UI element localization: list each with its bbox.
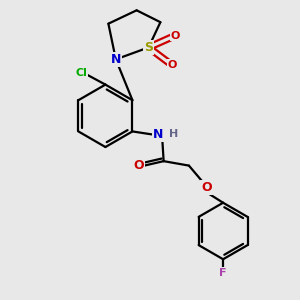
Text: N: N [153,128,164,141]
Text: Cl: Cl [76,68,88,78]
Text: O: O [134,159,144,172]
Text: S: S [144,41,153,54]
Text: O: O [201,182,212,194]
Text: O: O [168,60,177,70]
Text: H: H [169,129,178,140]
Text: O: O [171,31,180,40]
Text: F: F [219,268,227,278]
Text: N: N [111,53,121,66]
